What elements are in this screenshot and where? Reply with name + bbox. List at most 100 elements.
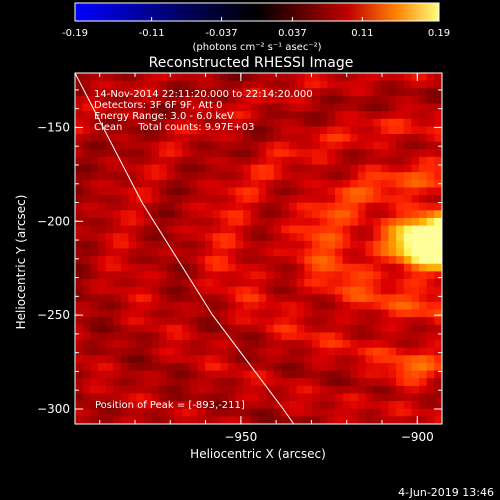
- heatmap-cell: [159, 233, 168, 242]
- heatmap-cell: [227, 73, 237, 82]
- heatmap-cell: [258, 355, 267, 364]
- heatmap-cell: [82, 156, 91, 166]
- heatmap-cell: [143, 210, 153, 219]
- heatmap-cell: [174, 202, 183, 211]
- heatmap-cell: [143, 317, 153, 326]
- heatmap-cell: [204, 294, 214, 303]
- heatmap-cell: [304, 378, 313, 387]
- heatmap-cell: [426, 210, 435, 219]
- heatmap-cell: [174, 156, 183, 166]
- heatmap-cell: [105, 210, 114, 219]
- heatmap-cell: [136, 309, 145, 318]
- heatmap-cell: [419, 347, 428, 356]
- heatmap-cell: [120, 88, 130, 97]
- heatmap-cell: [90, 103, 99, 112]
- heatmap-cell: [250, 225, 260, 234]
- heatmap-cell: [327, 156, 336, 166]
- heatmap-cell: [159, 393, 168, 402]
- heatmap-cell: [136, 362, 145, 372]
- heatmap-cell: [227, 172, 237, 181]
- heatmap-cell: [388, 378, 397, 387]
- heatmap-cell: [182, 156, 191, 166]
- heatmap-cell: [204, 202, 214, 211]
- heatmap-cell: [159, 416, 168, 424]
- heatmap-cell: [434, 286, 442, 295]
- heatmap-cell: [350, 408, 359, 417]
- heatmap-cell: [243, 355, 252, 364]
- heatmap-cell: [174, 324, 183, 334]
- heatmap-cell: [182, 217, 191, 227]
- heatmap-cell: [380, 317, 390, 326]
- heatmap-cell: [212, 401, 221, 410]
- heatmap-cell: [258, 393, 267, 402]
- heatmap-cell: [296, 271, 305, 280]
- heatmap-cell: [434, 225, 442, 234]
- heatmap-cell: [136, 271, 145, 280]
- heatmap-cell: [350, 217, 359, 227]
- heatmap-cell: [342, 217, 351, 227]
- heatmap-cell: [258, 347, 267, 356]
- heatmap-cell: [151, 164, 160, 173]
- heatmap-cell: [334, 202, 344, 211]
- heatmap-cell: [90, 362, 99, 372]
- heatmap-cell: [296, 95, 305, 105]
- heatmap-cell: [403, 401, 413, 410]
- heatmap-cell: [113, 317, 122, 326]
- heatmap-cell: [289, 286, 298, 295]
- heatmap-cell: [334, 103, 344, 112]
- heatmap-cell: [304, 126, 313, 135]
- heatmap-cell: [182, 80, 191, 89]
- heatmap-cell: [113, 401, 122, 410]
- heatmap-cell: [75, 111, 84, 120]
- heatmap-cell: [136, 279, 145, 288]
- heatmap-cell: [182, 393, 191, 402]
- heatmap-cell: [105, 401, 114, 410]
- heatmap-cell: [426, 88, 435, 97]
- heatmap-cell: [319, 332, 328, 341]
- heatmap-cell: [235, 126, 244, 135]
- heatmap-cell: [220, 279, 229, 288]
- heatmap-cell: [281, 95, 290, 105]
- heatmap-cell: [212, 225, 221, 234]
- heatmap-cell: [105, 95, 114, 105]
- heatmap-cell: [182, 134, 191, 143]
- heatmap-cell: [266, 225, 275, 234]
- heatmap-cell: [151, 317, 160, 326]
- heatmap-cell: [281, 309, 290, 318]
- heatmap-cell: [380, 408, 390, 417]
- heatmap-cell: [227, 195, 237, 204]
- heatmap-cell: [258, 179, 267, 189]
- heatmap-cell: [388, 248, 397, 257]
- heatmap-cell: [411, 111, 420, 120]
- heatmap-cell: [342, 355, 351, 364]
- heatmap-cell: [227, 164, 237, 173]
- heatmap-cell: [90, 187, 99, 196]
- heatmap-cell: [281, 370, 290, 379]
- heatmap-cell: [342, 294, 351, 303]
- heatmap-cell: [204, 248, 214, 257]
- heatmap-cell: [327, 301, 336, 311]
- heatmap-cell: [220, 301, 229, 311]
- heatmap-cell: [373, 385, 382, 395]
- heatmap-cell: [403, 393, 413, 402]
- heatmap-cell: [350, 73, 359, 82]
- heatmap-cell: [166, 317, 175, 326]
- heatmap-cell: [166, 134, 175, 143]
- heatmap-cell: [120, 263, 130, 272]
- heatmap-cell: [159, 317, 168, 326]
- heatmap-cell: [419, 317, 428, 326]
- heatmap-cell: [319, 286, 328, 295]
- heatmap-cell: [182, 362, 191, 372]
- heatmap-cell: [159, 408, 168, 417]
- heatmap-cell: [342, 408, 351, 417]
- heatmap-cell: [105, 408, 114, 417]
- heatmap-cell: [289, 240, 298, 250]
- heatmap-cell: [128, 332, 137, 341]
- heatmap-cell: [151, 408, 160, 417]
- heatmap-cell: [258, 416, 267, 424]
- heatmap-cell: [227, 80, 237, 89]
- heatmap-cell: [396, 347, 405, 356]
- heatmap-cell: [235, 88, 244, 97]
- heatmap-cell: [182, 95, 191, 105]
- heatmap-cell: [212, 141, 221, 150]
